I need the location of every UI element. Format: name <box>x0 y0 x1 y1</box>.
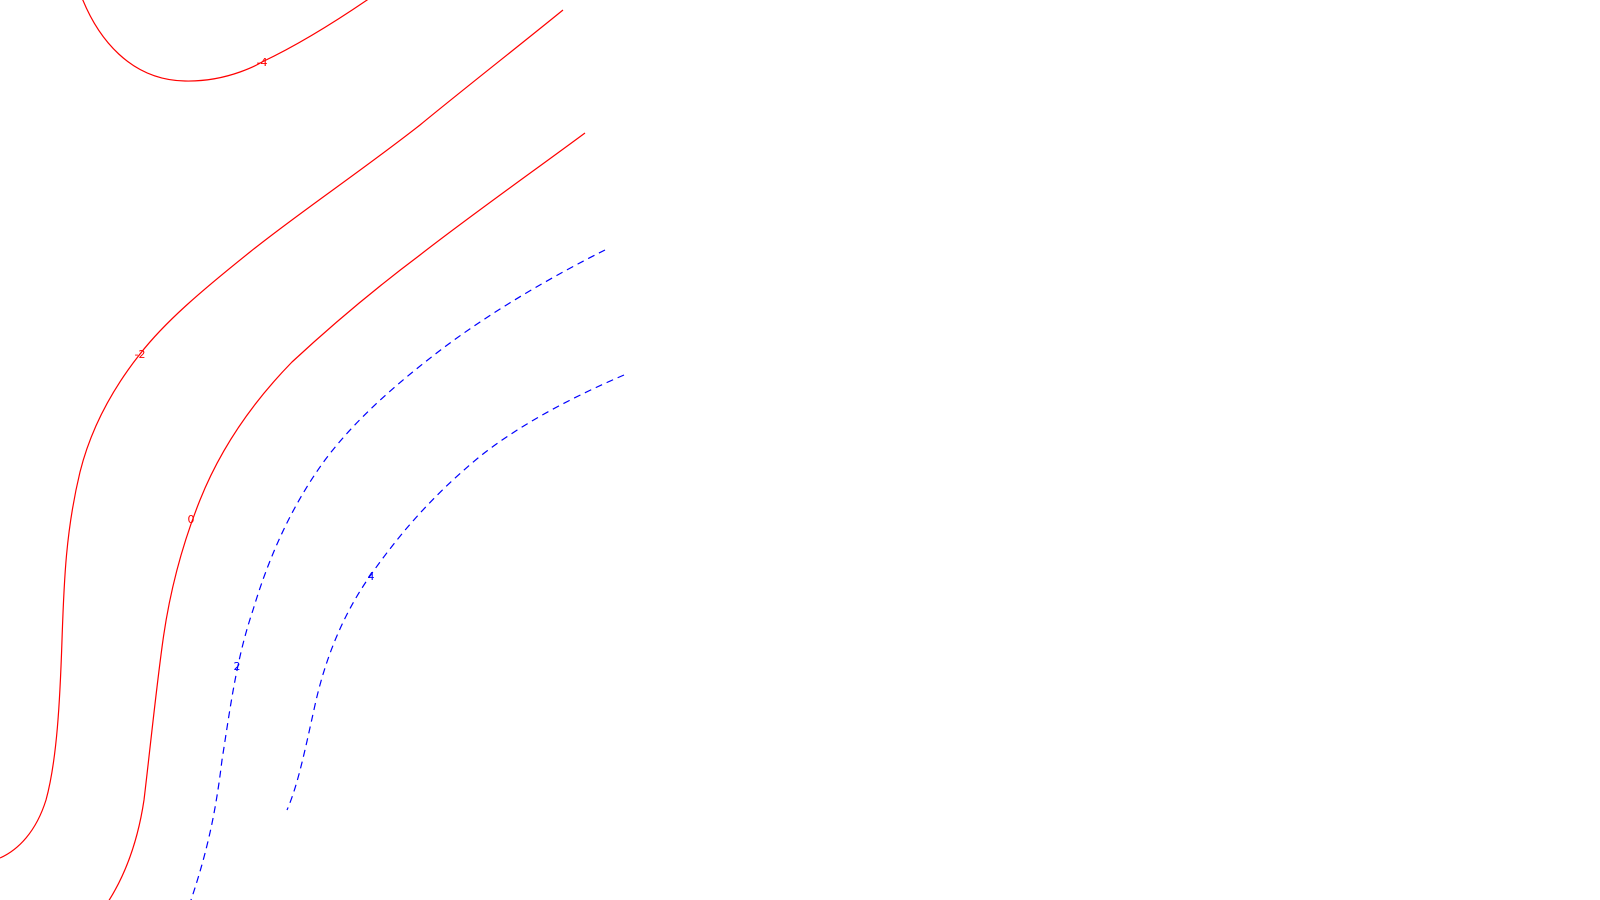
contour-line-minus-2 <box>0 9 564 859</box>
contour-label-plus-4: 4 <box>368 570 375 583</box>
contour-label-minus-4: -4 <box>257 56 268 69</box>
contour-label-minus-2: -2 <box>135 348 146 361</box>
contour-label-zero: 0 <box>188 513 195 526</box>
contour-label-plus-2: 2 <box>234 660 241 673</box>
contour-level-plus-4: 4 <box>286 374 625 811</box>
contour-line-plus-4 <box>286 374 625 811</box>
contour-line-plus-2 <box>190 249 606 900</box>
contour-level-minus-2: -2 <box>0 9 564 859</box>
contour-level-minus-4: -4 <box>82 0 369 82</box>
contour-line-zero <box>108 132 586 900</box>
contour-line-minus-4 <box>82 0 369 82</box>
contour-level-plus-2: 2 <box>190 249 606 900</box>
contour-level-zero: 0 <box>108 132 586 900</box>
